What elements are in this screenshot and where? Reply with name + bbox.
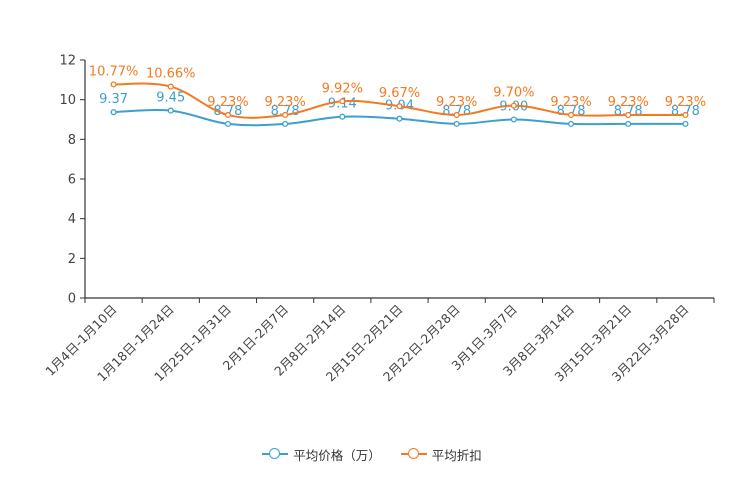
data-point-avg-discount[interactable] xyxy=(453,111,460,118)
data-point-avg-discount[interactable] xyxy=(510,102,517,109)
data-point-avg-discount[interactable] xyxy=(224,111,232,118)
line-chart: 0246810121月4日-1月10日1月18日-1月24日1月25日-1月31… xyxy=(42,54,715,384)
y-tick-label: 10 xyxy=(59,93,76,108)
data-label-avg-discount: 9.23% xyxy=(264,95,305,110)
data-point-avg-price[interactable] xyxy=(282,120,289,127)
y-tick-label: 0 xyxy=(68,292,76,307)
data-point-avg-price[interactable] xyxy=(567,120,575,127)
data-label-avg-discount: 9.67% xyxy=(379,86,420,101)
legend-marker-avg-discount xyxy=(400,448,427,460)
data-point-avg-price[interactable] xyxy=(339,113,346,120)
data-label-avg-discount: 9.23% xyxy=(550,95,591,110)
legend: 平均价格（万） 平均折扣 xyxy=(0,444,744,464)
data-label-avg-price: 9.37 xyxy=(99,92,128,107)
data-label-avg-discount: 9.23% xyxy=(608,95,649,110)
data-label-avg-discount: 10.77% xyxy=(89,64,139,79)
y-tick-label: 6 xyxy=(68,173,76,188)
data-point-avg-price[interactable] xyxy=(167,107,174,114)
legend-item-avg-discount[interactable]: 平均折扣 xyxy=(400,445,482,464)
data-label-avg-discount: 10.66% xyxy=(146,67,196,82)
y-tick-label: 4 xyxy=(68,212,76,227)
data-point-avg-price[interactable] xyxy=(510,116,517,123)
data-point-avg-price[interactable] xyxy=(625,120,632,127)
data-point-avg-discount[interactable] xyxy=(167,83,174,90)
data-label-avg-price: 8.78 xyxy=(213,104,242,119)
data-point-avg-price[interactable] xyxy=(682,120,689,127)
data-label-avg-discount: 9.70% xyxy=(493,86,534,101)
data-point-avg-price[interactable] xyxy=(110,109,117,116)
data-point-avg-discount[interactable] xyxy=(110,81,117,88)
data-point-avg-price[interactable] xyxy=(396,115,403,122)
data-label-avg-discount: 9.23% xyxy=(665,95,706,110)
data-point-avg-price[interactable] xyxy=(453,120,460,127)
data-point-avg-discount[interactable] xyxy=(396,103,403,110)
data-point-avg-discount[interactable] xyxy=(567,111,575,118)
data-label-avg-discount: 9.92% xyxy=(322,81,363,96)
data-label-avg-price: 9.45 xyxy=(156,91,185,106)
data-point-avg-discount[interactable] xyxy=(625,111,632,118)
legend-label-avg-price: 平均价格（万） xyxy=(293,447,381,463)
y-tick-label: 2 xyxy=(68,252,76,267)
data-point-avg-discount[interactable] xyxy=(282,111,289,118)
data-label-avg-discount: 9.23% xyxy=(207,95,248,110)
legend-marker-avg-price xyxy=(262,448,289,460)
data-point-avg-discount[interactable] xyxy=(682,111,689,118)
data-point-avg-price[interactable] xyxy=(224,120,232,127)
legend-item-avg-price[interactable]: 平均价格（万） xyxy=(262,445,381,464)
data-label-avg-discount: 9.23% xyxy=(436,95,477,110)
legend-label-avg-discount: 平均折扣 xyxy=(431,447,482,463)
data-point-avg-discount[interactable] xyxy=(339,98,346,105)
y-tick-label: 12 xyxy=(59,54,76,69)
y-tick-label: 8 xyxy=(68,133,76,148)
